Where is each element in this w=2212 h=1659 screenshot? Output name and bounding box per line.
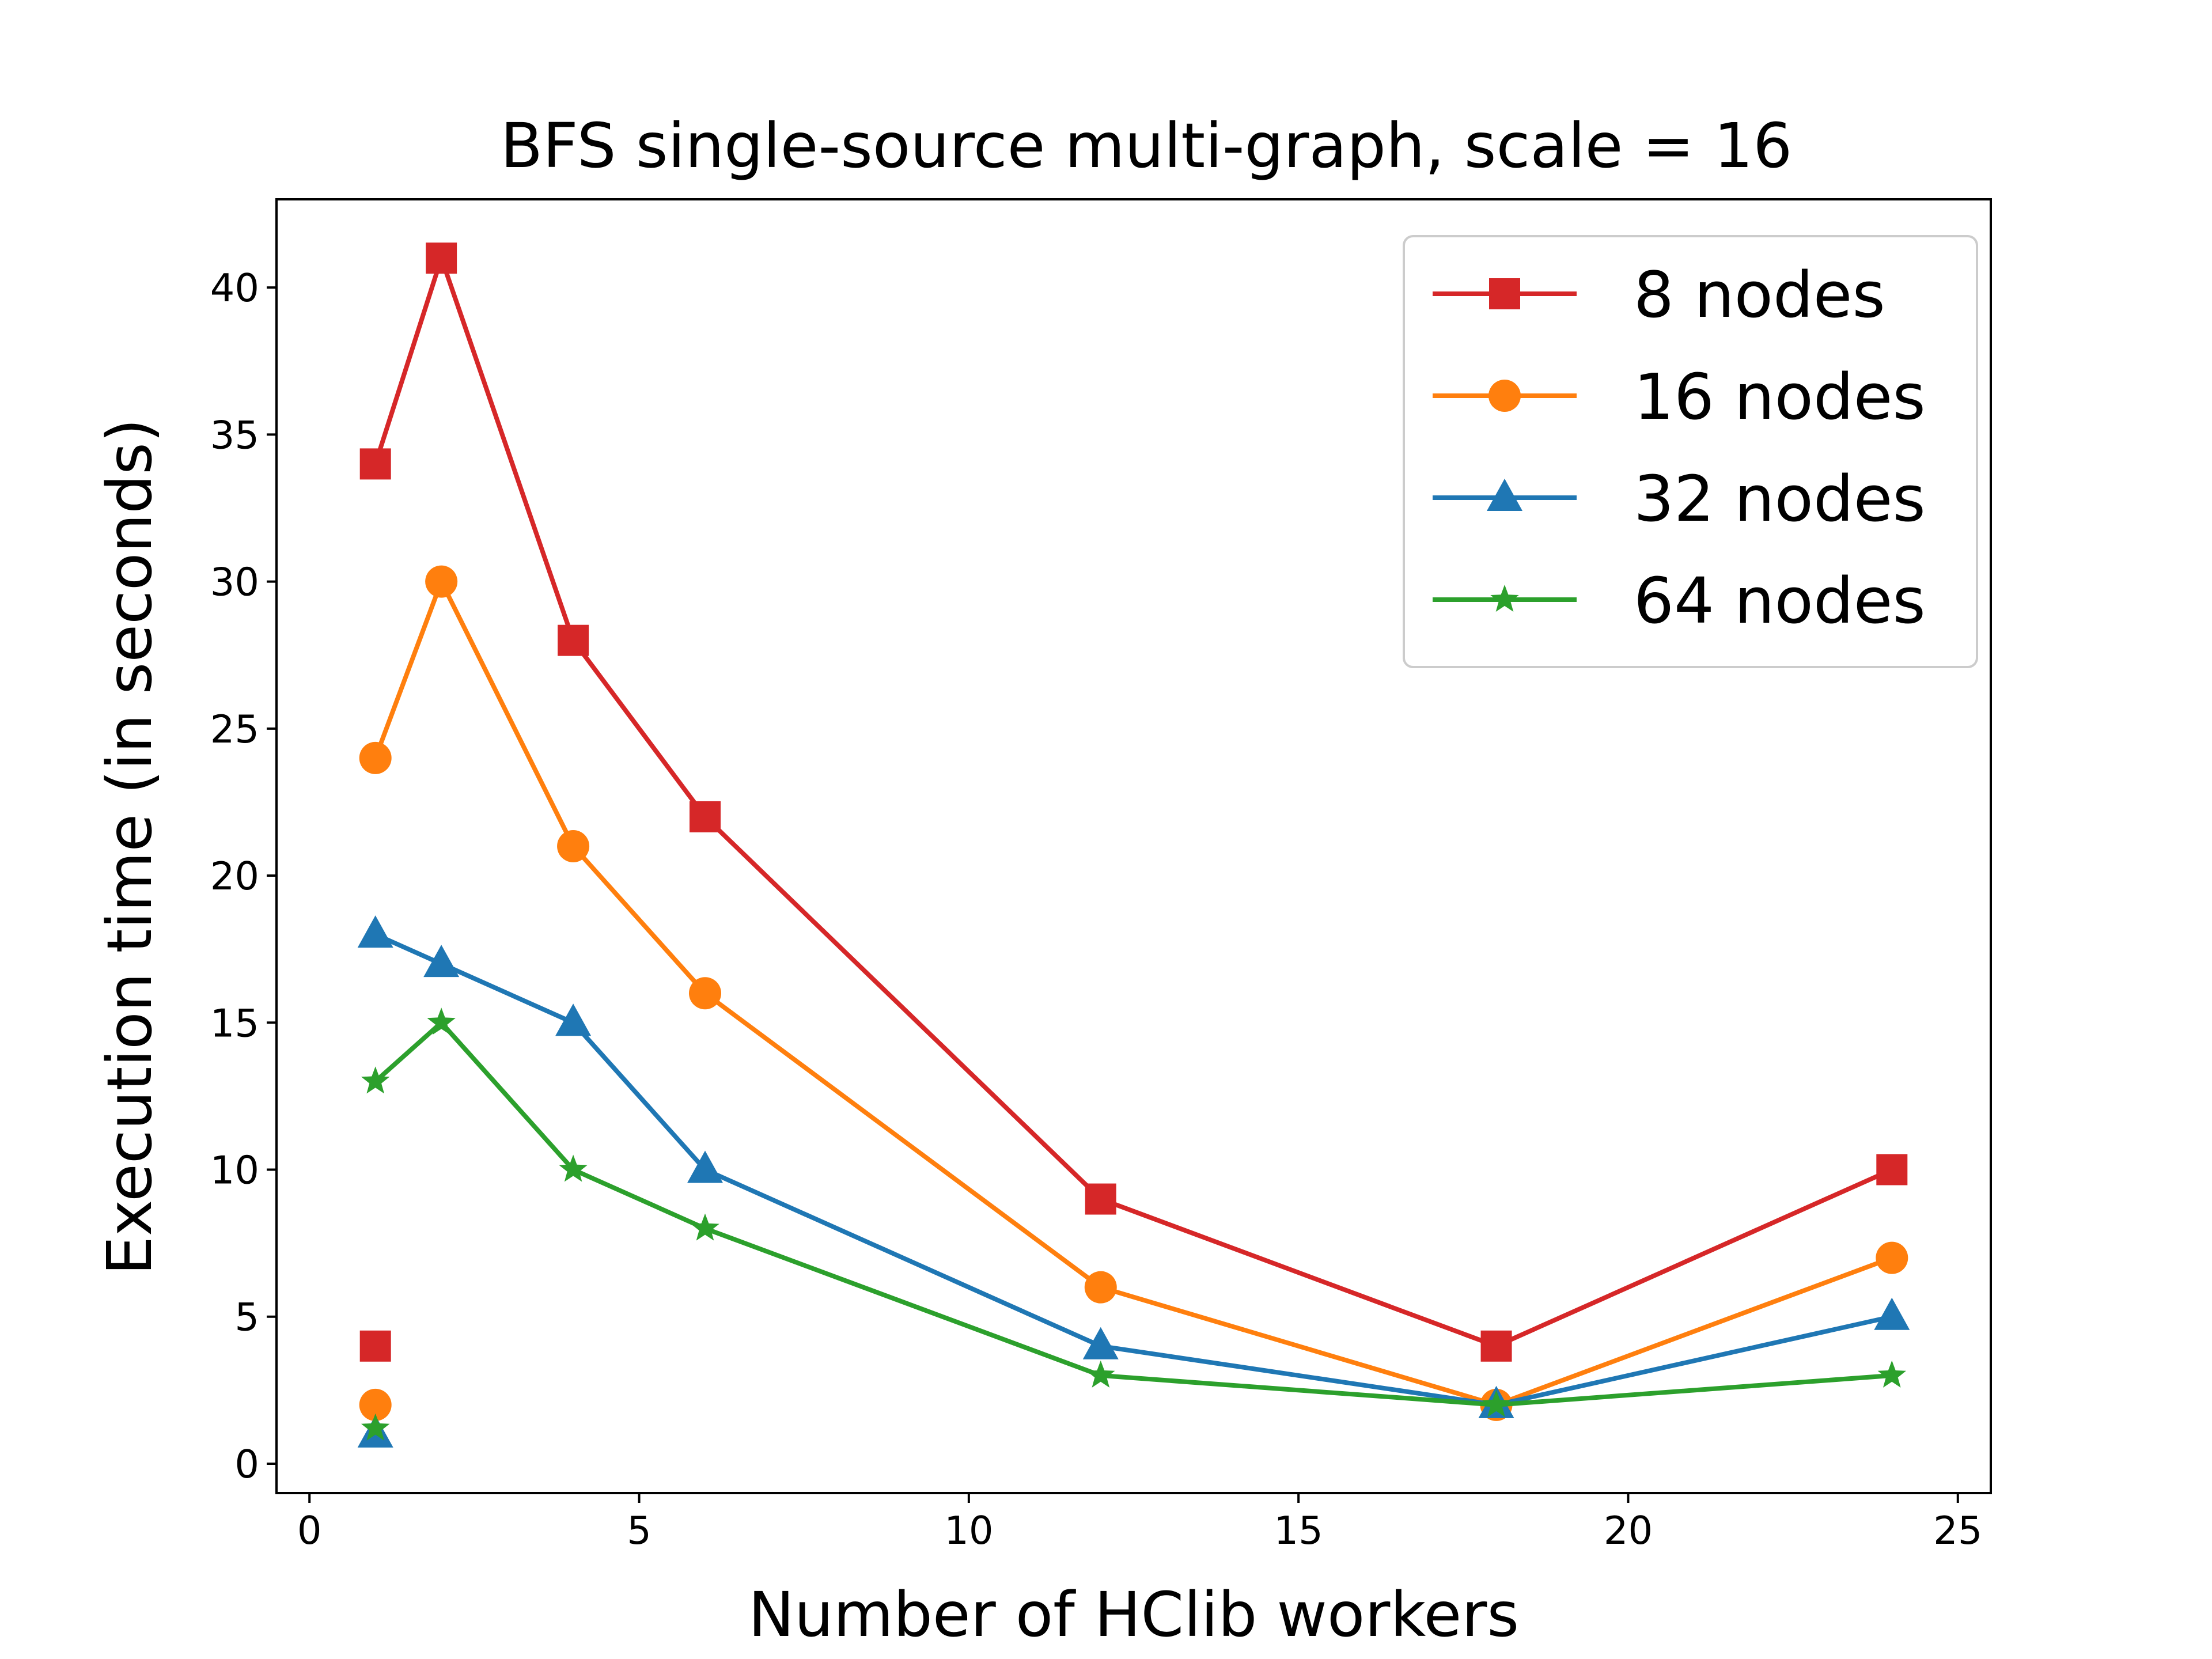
y-tick-label: 25 <box>210 707 259 752</box>
data-point <box>1482 1389 1511 1417</box>
legend-marker <box>1488 380 1521 412</box>
data-point <box>558 624 589 656</box>
data-point <box>1874 1297 1910 1330</box>
data-point <box>1084 1271 1117 1304</box>
data-point <box>1085 1183 1116 1215</box>
data-point <box>425 565 458 598</box>
y-tick-label: 35 <box>210 412 259 457</box>
y-tick-label: 20 <box>210 854 259 899</box>
data-point <box>359 741 392 774</box>
legend-item: 8 nodes <box>1433 258 1885 332</box>
y-tick-label: 40 <box>210 266 259 310</box>
x-tick-label: 10 <box>944 1508 993 1553</box>
data-point <box>559 1154 588 1182</box>
series-layer <box>357 243 1910 1448</box>
data-point <box>1086 1360 1115 1388</box>
data-point-isolated <box>359 1388 392 1421</box>
chart-title: BFS single-source multi-graph, scale = 1… <box>501 111 1793 182</box>
data-point <box>427 1007 456 1035</box>
data-point <box>557 830 590 862</box>
legend-marker <box>1487 479 1522 511</box>
y-tick-label: 5 <box>234 1295 259 1340</box>
legend-item: 32 nodes <box>1433 462 1926 536</box>
legend-box <box>1403 235 1978 668</box>
legend-marker <box>1490 585 1519 612</box>
x-tick-label: 15 <box>1274 1508 1323 1553</box>
data-point <box>357 915 393 948</box>
legend-marker <box>1489 278 1520 309</box>
legend-label: 8 nodes <box>1634 258 1885 332</box>
legend-label: 64 nodes <box>1634 564 1926 638</box>
x-tick-label: 20 <box>1604 1508 1653 1553</box>
y-tick-label: 10 <box>210 1148 259 1193</box>
data-point <box>423 945 460 978</box>
legend-item: 64 nodes <box>1433 564 1926 638</box>
y-tick-label: 0 <box>234 1442 259 1487</box>
x-tick-label: 5 <box>627 1508 652 1553</box>
data-point <box>1082 1327 1119 1359</box>
plot-area: 0 5 10 15 20 25 0 5 10 15 20 25 30 35 40 <box>210 198 1992 1553</box>
data-point <box>689 977 721 1010</box>
data-point <box>690 801 721 832</box>
data-point-isolated <box>361 1413 390 1441</box>
x-axis-label: Number of HClib workers <box>748 1580 1519 1651</box>
data-point <box>1480 1330 1512 1362</box>
series-4 <box>361 1007 1906 1441</box>
x-axis-ticks: 0 5 10 15 20 25 <box>297 1493 1982 1553</box>
data-point <box>691 1213 719 1241</box>
data-point <box>1876 1241 1908 1274</box>
data-point <box>1877 1360 1906 1388</box>
y-tick-label: 15 <box>210 1001 259 1046</box>
data-point <box>426 243 457 274</box>
legend-item: 16 nodes <box>1433 360 1926 434</box>
data-point-isolated <box>359 1330 391 1362</box>
data-point <box>359 448 391 480</box>
x-tick-label: 25 <box>1933 1508 1982 1553</box>
legend-label: 32 nodes <box>1634 462 1926 536</box>
data-point <box>687 1150 723 1183</box>
y-axis-label: Execution time (in seconds) <box>94 418 166 1275</box>
axes-frame <box>275 198 1992 1494</box>
data-point <box>361 1066 390 1094</box>
series-1 <box>359 243 1908 1362</box>
data-point <box>555 1003 592 1036</box>
x-tick-label: 0 <box>297 1508 322 1553</box>
y-axis-ticks: 0 5 10 15 20 25 30 35 40 <box>210 266 276 1487</box>
legend-label: 16 nodes <box>1634 360 1926 434</box>
legend: 8 nodes 16 nodes 32 nodes 64 nodes <box>1403 235 1978 668</box>
legend-items: 8 nodes 16 nodes 32 nodes 64 nodes <box>1433 258 1926 638</box>
y-tick-label: 30 <box>210 560 259 605</box>
data-point <box>1876 1154 1908 1185</box>
